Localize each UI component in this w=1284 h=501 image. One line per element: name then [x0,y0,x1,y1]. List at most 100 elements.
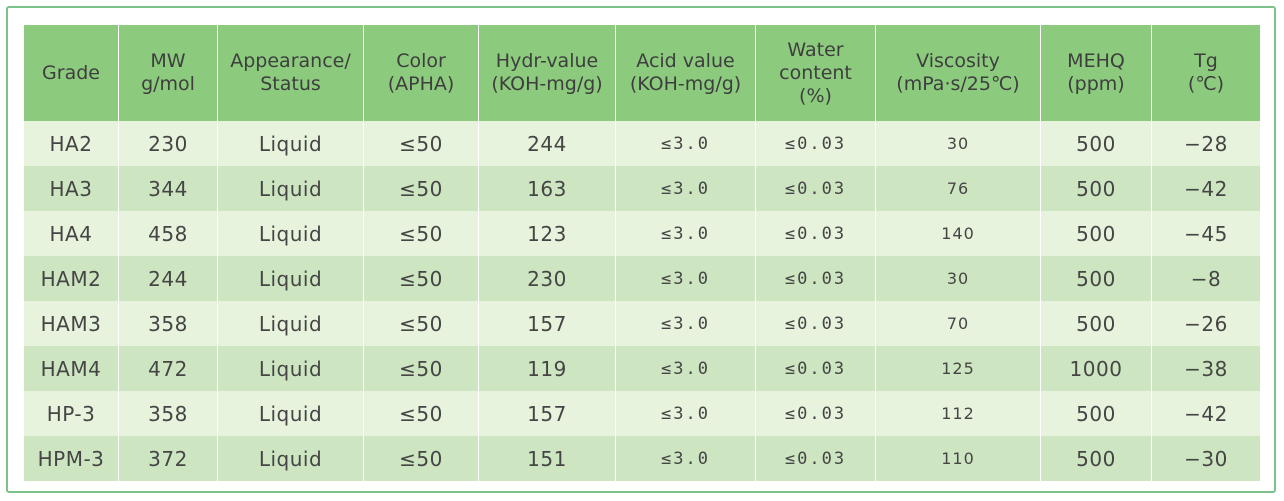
cell-viscosity: 76 [876,166,1041,211]
table-row: HA2 230 Liquid ≤50 244 ≤3.0 ≤0.03 30 500… [24,121,1260,166]
cell-color: ≤50 [364,391,479,436]
cell-mehq: 500 [1041,301,1152,346]
cell-mehq: 500 [1041,256,1152,301]
cell-mw: 230 [119,121,218,166]
cell-appearance: Liquid [218,436,364,481]
cell-mw: 244 [119,256,218,301]
cell-hydr-value: 119 [479,346,616,391]
header-row: Grade MW g/mol Appearance/ Status Color … [24,25,1260,121]
cell-hydr-value: 157 [479,391,616,436]
cell-hydr-value: 151 [479,436,616,481]
cell-mehq: 500 [1041,121,1152,166]
cell-appearance: Liquid [218,256,364,301]
cell-acid-value: ≤3.0 [616,121,756,166]
cell-viscosity: 140 [876,211,1041,256]
cell-acid-value: ≤3.0 [616,166,756,211]
header-acid-value: Acid value (KOH-mg/g) [616,25,756,121]
cell-water-content: ≤0.03 [756,391,876,436]
header-viscosity: Viscosity (mPa·s/25℃) [876,25,1041,121]
cell-color: ≤50 [364,301,479,346]
cell-appearance: Liquid [218,211,364,256]
cell-tg: −42 [1152,166,1260,211]
cell-mehq: 500 [1041,391,1152,436]
cell-acid-value: ≤3.0 [616,211,756,256]
cell-water-content: ≤0.03 [756,121,876,166]
cell-mw: 344 [119,166,218,211]
cell-viscosity: 30 [876,121,1041,166]
cell-mw: 372 [119,436,218,481]
product-spec-table: Grade MW g/mol Appearance/ Status Color … [24,25,1260,481]
cell-tg: −8 [1152,256,1260,301]
cell-acid-value: ≤3.0 [616,346,756,391]
cell-water-content: ≤0.03 [756,301,876,346]
cell-color: ≤50 [364,346,479,391]
cell-grade: HPM-3 [24,436,119,481]
table-frame [6,6,1276,493]
cell-acid-value: ≤3.0 [616,436,756,481]
header-grade: Grade [24,25,119,121]
cell-hydr-value: 163 [479,166,616,211]
cell-water-content: ≤0.03 [756,346,876,391]
table-row: HP-3 358 Liquid ≤50 157 ≤3.0 ≤0.03 112 5… [24,391,1260,436]
cell-hydr-value: 230 [479,256,616,301]
cell-viscosity: 110 [876,436,1041,481]
cell-water-content: ≤0.03 [756,211,876,256]
cell-tg: −38 [1152,346,1260,391]
cell-color: ≤50 [364,211,479,256]
cell-tg: −42 [1152,391,1260,436]
header-mw: MW g/mol [119,25,218,121]
cell-appearance: Liquid [218,121,364,166]
cell-water-content: ≤0.03 [756,436,876,481]
cell-grade: HAM4 [24,346,119,391]
cell-tg: −28 [1152,121,1260,166]
header-appearance: Appearance/ Status [218,25,364,121]
cell-appearance: Liquid [218,166,364,211]
cell-mehq: 500 [1041,436,1152,481]
cell-acid-value: ≤3.0 [616,301,756,346]
cell-viscosity: 70 [876,301,1041,346]
cell-acid-value: ≤3.0 [616,256,756,301]
cell-acid-value: ≤3.0 [616,391,756,436]
header-water-content: Water content (%) [756,25,876,121]
cell-mw: 358 [119,301,218,346]
header-color: Color (APHA) [364,25,479,121]
table-row: HA4 458 Liquid ≤50 123 ≤3.0 ≤0.03 140 50… [24,211,1260,256]
cell-appearance: Liquid [218,301,364,346]
cell-color: ≤50 [364,256,479,301]
cell-mehq: 500 [1041,166,1152,211]
cell-color: ≤50 [364,166,479,211]
cell-hydr-value: 244 [479,121,616,166]
cell-grade: HA3 [24,166,119,211]
cell-viscosity: 112 [876,391,1041,436]
cell-hydr-value: 123 [479,211,616,256]
header-tg: Tg (℃) [1152,25,1260,121]
cell-water-content: ≤0.03 [756,166,876,211]
cell-appearance: Liquid [218,346,364,391]
cell-hydr-value: 157 [479,301,616,346]
cell-viscosity: 125 [876,346,1041,391]
cell-grade: HA4 [24,211,119,256]
cell-grade: HAM2 [24,256,119,301]
cell-grade: HAM3 [24,301,119,346]
table-row: HAM3 358 Liquid ≤50 157 ≤3.0 ≤0.03 70 50… [24,301,1260,346]
table-row: HAM2 244 Liquid ≤50 230 ≤3.0 ≤0.03 30 50… [24,256,1260,301]
cell-water-content: ≤0.03 [756,256,876,301]
table-row: HAM4 472 Liquid ≤50 119 ≤3.0 ≤0.03 125 1… [24,346,1260,391]
header-mehq: MEHQ (ppm) [1041,25,1152,121]
cell-color: ≤50 [364,121,479,166]
cell-mw: 358 [119,391,218,436]
cell-appearance: Liquid [218,391,364,436]
header-hydr-value: Hydr-value (KOH-mg/g) [479,25,616,121]
cell-grade: HA2 [24,121,119,166]
table-row: HA3 344 Liquid ≤50 163 ≤3.0 ≤0.03 76 500… [24,166,1260,211]
cell-mehq: 500 [1041,211,1152,256]
cell-tg: −45 [1152,211,1260,256]
cell-viscosity: 30 [876,256,1041,301]
cell-mehq: 1000 [1041,346,1152,391]
cell-mw: 458 [119,211,218,256]
cell-tg: −30 [1152,436,1260,481]
cell-mw: 472 [119,346,218,391]
cell-color: ≤50 [364,436,479,481]
cell-tg: −26 [1152,301,1260,346]
cell-grade: HP-3 [24,391,119,436]
